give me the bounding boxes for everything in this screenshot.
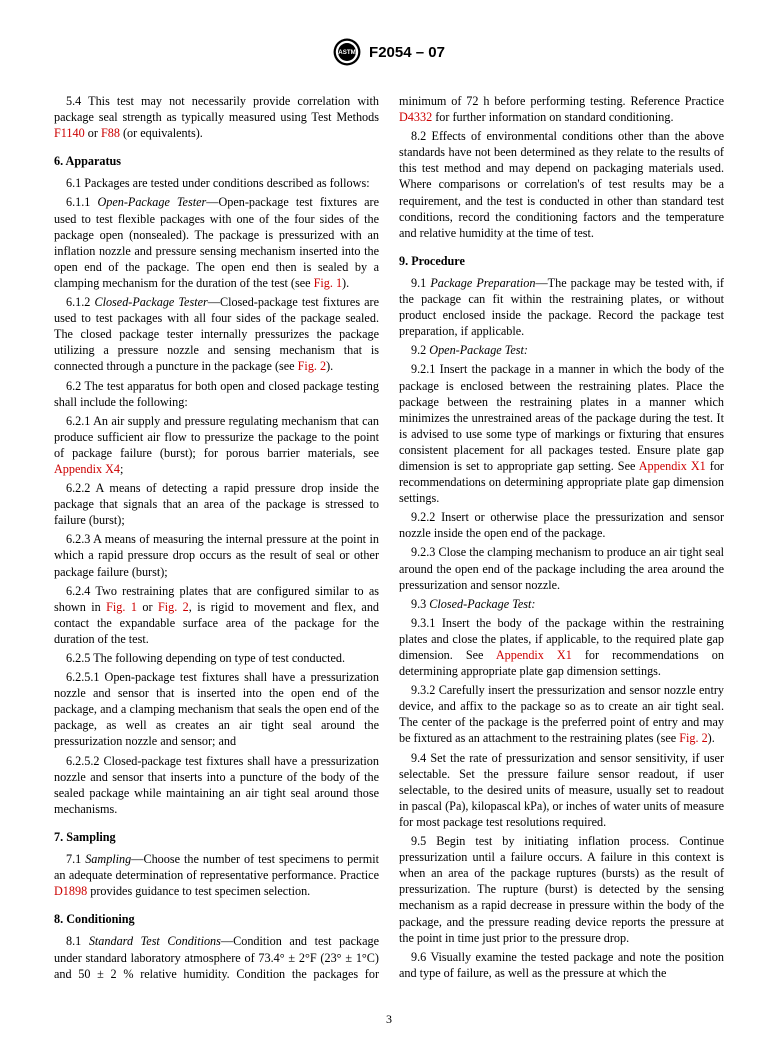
link-d1898[interactable]: D1898 (54, 884, 87, 898)
para-9-2-3: 9.2.3 Close the clamping mechanism to pr… (399, 544, 724, 592)
page-header: ASTM F2054 – 07 (54, 38, 724, 71)
heading-7: 7. Sampling (54, 829, 379, 845)
para-7-1: 7.1 Sampling—Choose the number of test s… (54, 851, 379, 899)
para-6-2-5-2: 6.2.5.2 Closed-package test fixtures sha… (54, 753, 379, 817)
link-fig2[interactable]: Fig. 2 (298, 359, 326, 373)
para-9-4: 9.4 Set the rate of pressurization and s… (399, 750, 724, 830)
svg-text:ASTM: ASTM (338, 49, 355, 56)
para-9-2-1: 9.2.1 Insert the package in a manner in … (399, 361, 724, 506)
para-9-3-2: 9.3.2 Carefully insert the pressurizatio… (399, 682, 724, 746)
para-6-2-4: 6.2.4 Two restraining plates that are co… (54, 583, 379, 647)
para-6-2-3: 6.2.3 A means of measuring the internal … (54, 531, 379, 579)
link-f1140[interactable]: F1140 (54, 126, 85, 140)
body-columns: 5.4 This test may not necessarily provid… (54, 93, 724, 983)
para-9-6: 9.6 Visually examine the tested package … (399, 949, 724, 981)
link-f88[interactable]: F88 (101, 126, 120, 140)
para-6-1: 6.1 Packages are tested under conditions… (54, 175, 379, 191)
page: ASTM F2054 – 07 5.4 This test may not ne… (0, 0, 778, 1041)
link-appendix-x4[interactable]: Appendix X4 (54, 462, 120, 476)
para-9-3: 9.3 Closed-Package Test: (399, 596, 724, 612)
para-9-2: 9.2 Open-Package Test: (399, 342, 724, 358)
page-number: 3 (0, 1012, 778, 1027)
heading-8: 8. Conditioning (54, 911, 379, 927)
document-id: F2054 – 07 (369, 44, 445, 61)
link-fig1-b[interactable]: Fig. 1 (106, 600, 137, 614)
para-9-5: 9.5 Begin test by initiating inflation p… (399, 833, 724, 946)
para-6-2-2: 6.2.2 A means of detecting a rapid press… (54, 480, 379, 528)
link-fig1[interactable]: Fig. 1 (314, 276, 342, 290)
para-6-2: 6.2 The test apparatus for both open and… (54, 378, 379, 410)
para-9-3-1: 9.3.1 Insert the body of the package wit… (399, 615, 724, 679)
para-6-1-1: 6.1.1 Open-Package Tester—Open-package t… (54, 194, 379, 291)
para-6-2-5: 6.2.5 The following depending on type of… (54, 650, 379, 666)
link-fig2-b[interactable]: Fig. 2 (158, 600, 189, 614)
heading-6: 6. Apparatus (54, 153, 379, 169)
link-appendix-x1-b[interactable]: Appendix X1 (496, 648, 572, 662)
para-8-2: 8.2 Effects of environmental conditions … (399, 128, 724, 241)
astm-logo-icon: ASTM (333, 38, 361, 66)
link-appendix-x1[interactable]: Appendix X1 (639, 459, 706, 473)
heading-9: 9. Procedure (399, 253, 724, 269)
para-6-2-1: 6.2.1 An air supply and pressure regulat… (54, 413, 379, 477)
para-6-1-2: 6.1.2 Closed-Package Tester—Closed-packa… (54, 294, 379, 374)
link-d4332[interactable]: D4332 (399, 110, 432, 124)
para-9-2-2: 9.2.2 Insert or otherwise place the pres… (399, 509, 724, 541)
para-5-4: 5.4 This test may not necessarily provid… (54, 93, 379, 141)
para-6-2-5-1: 6.2.5.1 Open-package test fixtures shall… (54, 669, 379, 749)
para-9-1: 9.1 Package Preparation—The package may … (399, 275, 724, 339)
link-fig2-c[interactable]: Fig. 2 (679, 731, 707, 745)
